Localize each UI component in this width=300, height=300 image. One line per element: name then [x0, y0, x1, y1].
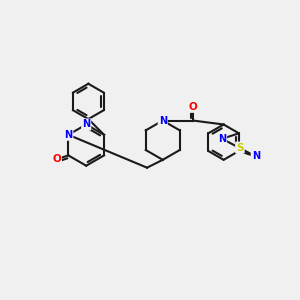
Text: N: N [159, 116, 167, 126]
Text: N: N [64, 130, 72, 140]
Text: N: N [252, 152, 260, 161]
Text: N: N [82, 119, 90, 130]
Text: N: N [218, 134, 226, 144]
Text: S: S [236, 142, 244, 153]
Text: O: O [52, 154, 61, 164]
Text: O: O [189, 102, 198, 112]
